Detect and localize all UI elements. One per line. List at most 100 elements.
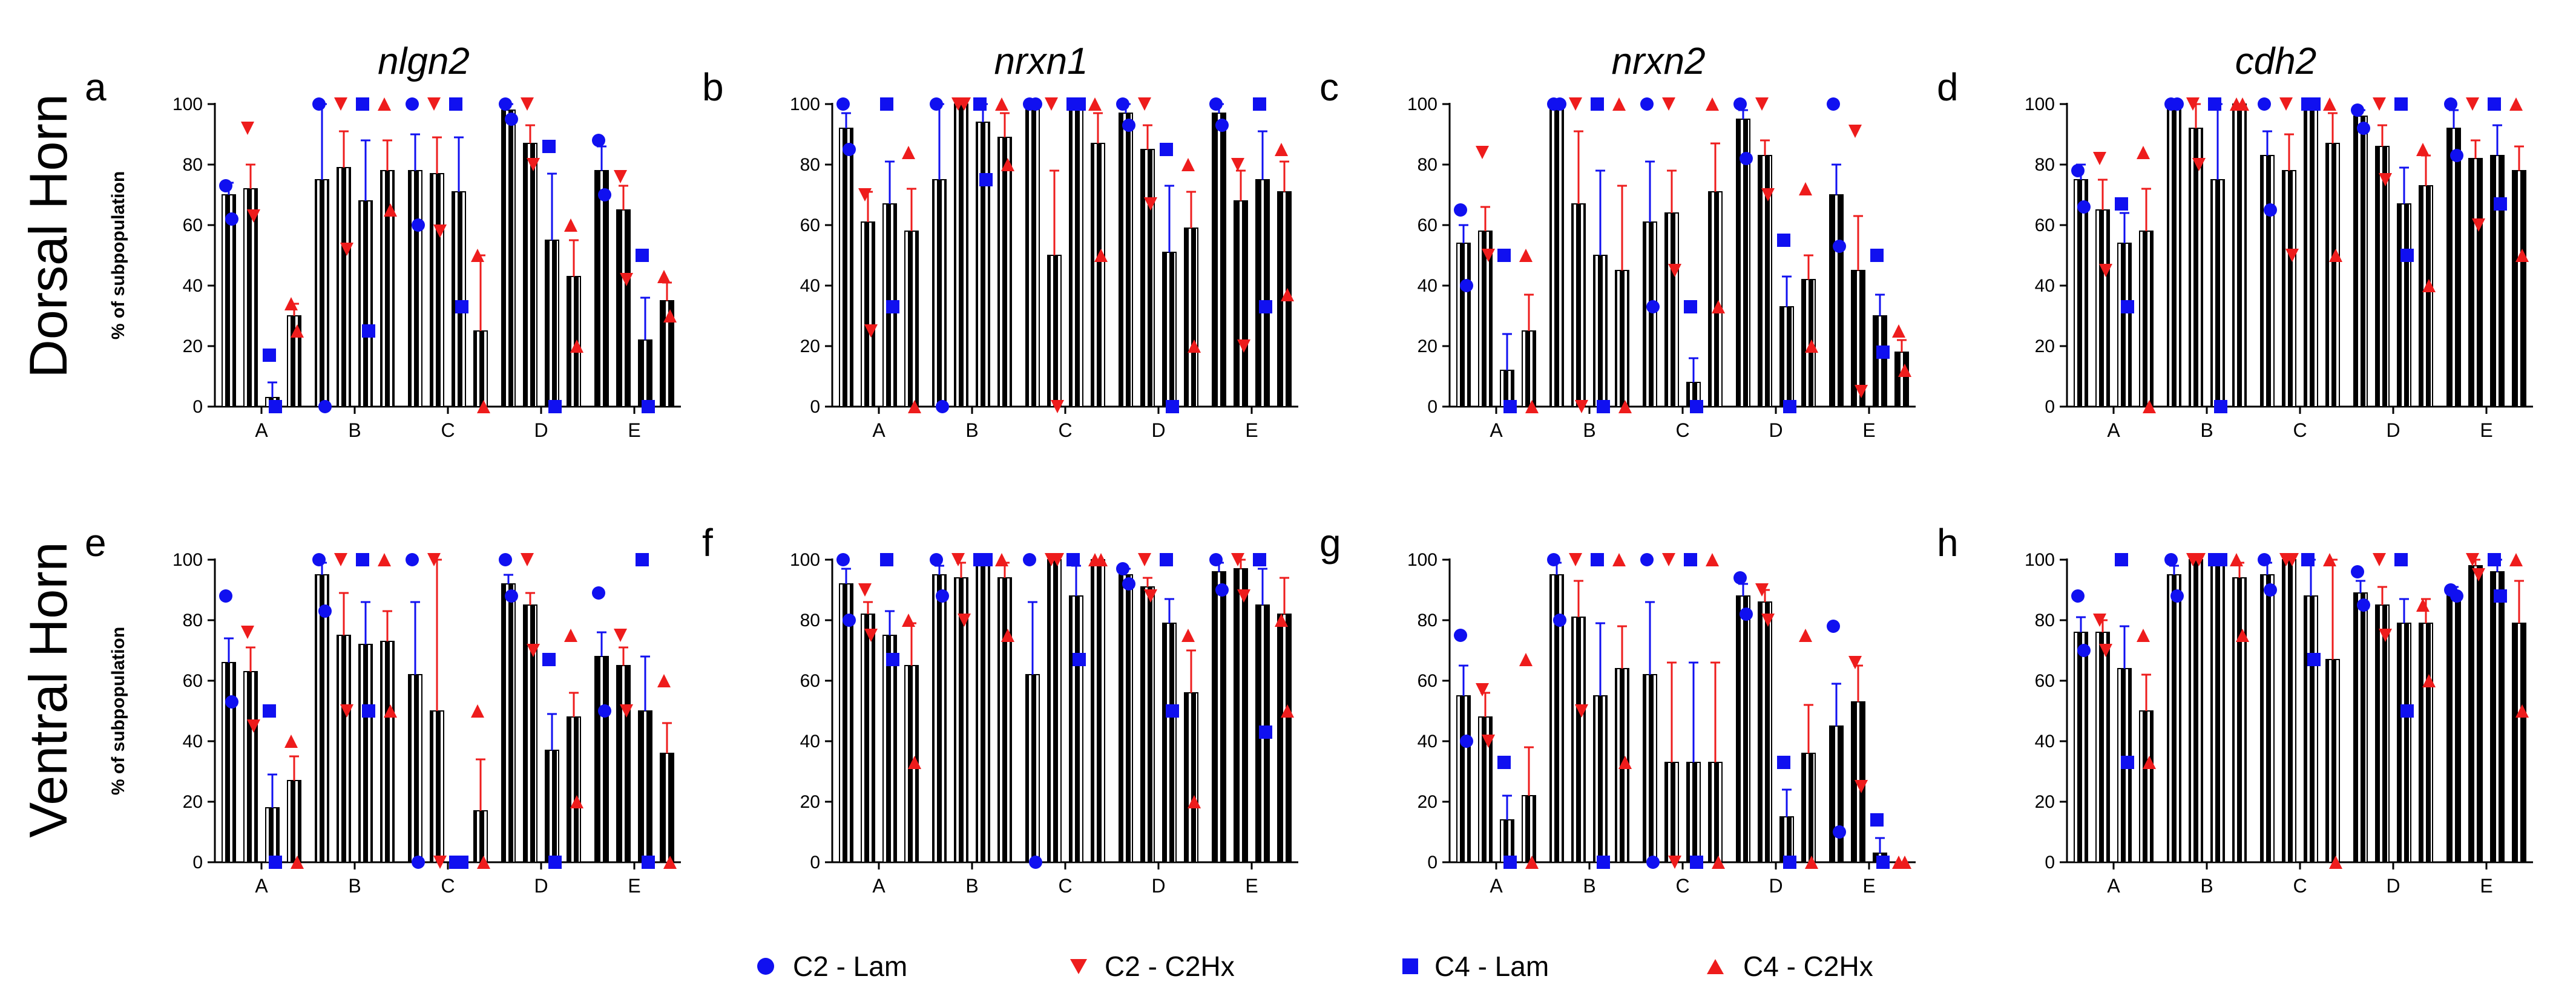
data-point-circle: [505, 589, 518, 603]
data-point-triangle-up: [1898, 856, 1911, 869]
data-point-triangle-up: [2137, 146, 2150, 159]
data-point-triangle-down: [1575, 400, 1588, 413]
data-point-triangle-up: [2143, 756, 2156, 769]
data-point-circle: [2077, 644, 2091, 657]
bar: [1522, 330, 1536, 407]
data-point-triangle-down: [2466, 553, 2479, 566]
y-tick-label: 20: [2035, 792, 2055, 812]
panel-letter: a: [85, 65, 107, 109]
data-point-square: [1166, 704, 1179, 718]
x-tick-label: A: [872, 419, 886, 441]
data-point-square: [2494, 197, 2507, 211]
bar: [2446, 592, 2461, 863]
data-point-circle: [1116, 562, 1129, 575]
x-tick-label: C: [2293, 875, 2307, 897]
data-point-triangle-down: [433, 224, 447, 238]
data-point-triangle-up: [1612, 553, 1626, 566]
data-point-square: [880, 553, 893, 566]
data-point-square: [1160, 553, 1173, 566]
data-point-triangle-down: [864, 629, 878, 642]
bar: [2095, 209, 2110, 407]
data-point-triangle-up: [2329, 856, 2342, 869]
data-point-triangle-up: [995, 97, 1008, 111]
data-point-triangle-down: [2093, 614, 2106, 627]
bar: [501, 110, 516, 407]
bar: [1212, 113, 1226, 407]
data-point-triangle-down: [2373, 553, 2386, 566]
legend-marker-triangle-up: [1707, 959, 1724, 974]
bar: [1708, 191, 1723, 407]
data-point-square: [2121, 756, 2134, 769]
row-label-ventral: Ventral Horn: [18, 542, 78, 837]
data-point-circle: [592, 134, 605, 147]
y-tick-label: 80: [183, 155, 203, 175]
bar: [1047, 255, 1062, 407]
panel-title: nrxn1: [994, 41, 1088, 82]
data-point-triangle-down: [1668, 856, 1681, 869]
data-point-circle: [219, 179, 232, 192]
data-point-triangle-up: [570, 795, 583, 808]
bar: [287, 780, 301, 863]
y-tick-label: 80: [1418, 611, 1438, 630]
data-point-triangle-down: [1569, 97, 1582, 111]
data-point-triangle-down: [958, 97, 971, 111]
data-point-triangle-down: [521, 97, 534, 111]
data-point-triangle-down: [864, 324, 878, 338]
data-point-square: [269, 400, 282, 413]
data-point-triangle-down: [1575, 704, 1588, 718]
panel-title: nrxn2: [1611, 41, 1705, 82]
data-point-circle: [406, 97, 419, 111]
bar: [1069, 595, 1083, 863]
panel-letter: f: [702, 521, 713, 565]
data-point-circle: [2351, 103, 2364, 117]
data-point-triangle-up: [1275, 614, 1288, 627]
legend-label: C2 - C2Hx: [1105, 951, 1235, 982]
data-point-square: [1870, 249, 1884, 262]
data-point-circle: [2258, 553, 2271, 566]
bar: [616, 665, 631, 863]
bar: [2353, 592, 2368, 863]
y-tick-label: 20: [1418, 336, 1438, 356]
bar: [2397, 623, 2411, 863]
bar: [2325, 659, 2340, 863]
data-point-triangle-down: [620, 704, 633, 718]
panel-a: a nlgn2 % of subpopulation 0 20 40 60 80 100 A B C D…: [85, 41, 681, 441]
data-point-circle: [2258, 97, 2271, 111]
data-point-square: [1497, 249, 1511, 262]
bar: [1025, 674, 1040, 863]
data-point-triangle-down: [1755, 97, 1769, 111]
bar: [1779, 306, 1794, 407]
data-point-triangle-down: [2466, 97, 2479, 111]
data-point-circle: [1740, 152, 1753, 165]
y-tick-label: 80: [183, 611, 203, 630]
bar: [1571, 203, 1586, 407]
y-tick-label: 40: [2035, 732, 2055, 752]
bar: [1184, 228, 1198, 407]
panel-g: g 0 20 40 60 80 100 A B C D E: [1319, 521, 1916, 897]
data-point-triangle-down: [951, 553, 965, 566]
data-point-circle: [1740, 607, 1753, 621]
bar: [545, 750, 559, 863]
x-tick-label: C: [1675, 419, 1689, 441]
bar: [380, 170, 395, 407]
data-point-triangle-down: [2285, 249, 2299, 262]
data-point-triangle-down: [340, 243, 353, 256]
data-point-triangle-down: [527, 644, 540, 657]
data-point-square: [356, 553, 369, 566]
data-point-triangle-down: [433, 856, 447, 869]
data-point-triangle-up: [1275, 143, 1288, 156]
bar: [2446, 128, 2461, 407]
x-tick-label: A: [255, 419, 268, 441]
data-point-triangle-up: [1519, 653, 1533, 666]
data-point-circle: [1553, 97, 1566, 111]
data-point-triangle-up: [902, 146, 915, 159]
data-point-triangle-down: [1231, 553, 1244, 566]
x-tick-label: B: [348, 419, 361, 441]
bar: [473, 330, 488, 407]
y-tick-label: 20: [2035, 336, 2055, 356]
data-point-square: [449, 97, 462, 111]
data-point-circle: [592, 586, 605, 600]
data-point-triangle-up: [291, 324, 304, 338]
data-point-circle: [2357, 598, 2370, 612]
x-tick-label: E: [1862, 419, 1875, 441]
